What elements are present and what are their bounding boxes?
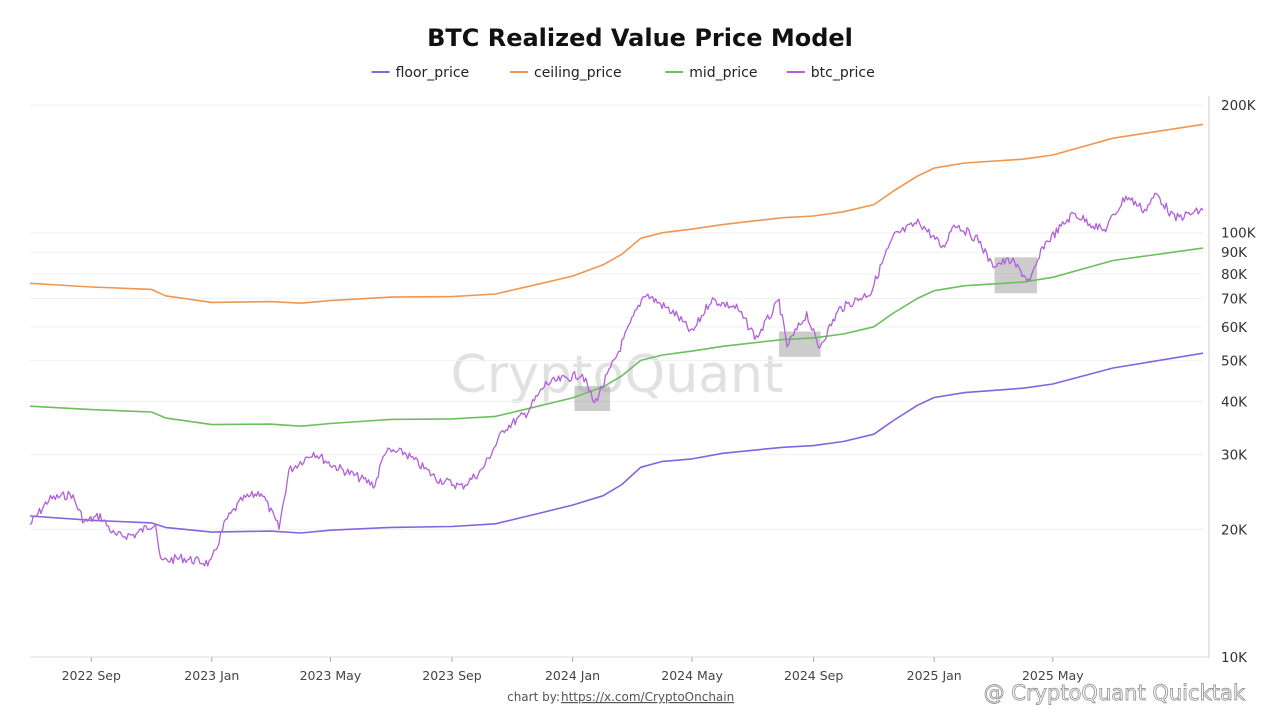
x-tick-label: 2025 Jan — [907, 668, 962, 683]
legend-item-mid-price[interactable]: mid_price — [665, 65, 757, 81]
legend-label: btc_price — [811, 65, 875, 81]
y-tick-label: 20K — [1221, 522, 1248, 538]
legend-label: mid_price — [689, 65, 757, 81]
x-axis-ticks: 2022 Sep 2023 Jan 2023 May 2023 Sep 2024 Jan… — [62, 657, 1084, 683]
y-tick-label: 100K — [1221, 226, 1257, 242]
highlight-boxes — [574, 257, 1037, 412]
legend-item-floor-price[interactable]: floor_price — [371, 65, 470, 81]
x-tick-label: 2024 May — [661, 668, 723, 683]
x-tick-label: 2023 Sep — [422, 668, 481, 683]
x-tick-label: 2024 Sep — [784, 668, 843, 683]
highlight-box — [994, 257, 1037, 294]
y-tick-label: 30K — [1221, 448, 1248, 464]
chart-title: BTC Realized Value Price Model — [427, 24, 853, 52]
x-tick-label: 2023 Jan — [184, 668, 239, 683]
series-line-floor-price — [29, 352, 1204, 534]
y-tick-label: 200K — [1221, 98, 1257, 114]
series-line-ceiling-price — [29, 123, 1204, 304]
credit-prefix: chart by: — [507, 690, 560, 704]
series-line-btc-price — [29, 192, 1204, 567]
y-axis-ticks: 10K 20K 30K 40K 50K 60K 70K 80K 90K 100K 200K — [1221, 98, 1257, 666]
credit-link[interactable]: https://x.com/CryptoOnchain — [561, 690, 734, 704]
legend-label: ceiling_price — [534, 65, 622, 81]
y-tick-label: 70K — [1221, 291, 1248, 307]
legend-item-btc-price[interactable]: btc_price — [786, 65, 875, 81]
x-tick-label: 2022 Sep — [62, 668, 121, 683]
y-tick-label: 60K — [1221, 320, 1248, 336]
y-tick-label: 50K — [1221, 353, 1248, 369]
x-tick-label: 2024 Jan — [545, 668, 600, 683]
quicktake-label: @ CryptoQuant Quicktak — [984, 681, 1246, 705]
legend[interactable]: floor_price ceiling_price mid_price btc_pri… — [371, 65, 875, 81]
series-lines — [29, 123, 1204, 567]
grid-lines — [30, 104, 1203, 658]
y-tick-label: 90K — [1221, 245, 1248, 261]
series-line-mid-price — [29, 247, 1204, 427]
x-tick-label: 2023 May — [300, 668, 362, 683]
x-tick-label: 2025 May — [1022, 668, 1084, 683]
y-tick-label: 80K — [1221, 267, 1248, 283]
legend-item-ceiling-price[interactable]: ceiling_price — [510, 65, 622, 81]
y-tick-label: 10K — [1221, 650, 1248, 666]
y-tick-label: 40K — [1221, 395, 1248, 411]
legend-label: floor_price — [396, 65, 470, 81]
